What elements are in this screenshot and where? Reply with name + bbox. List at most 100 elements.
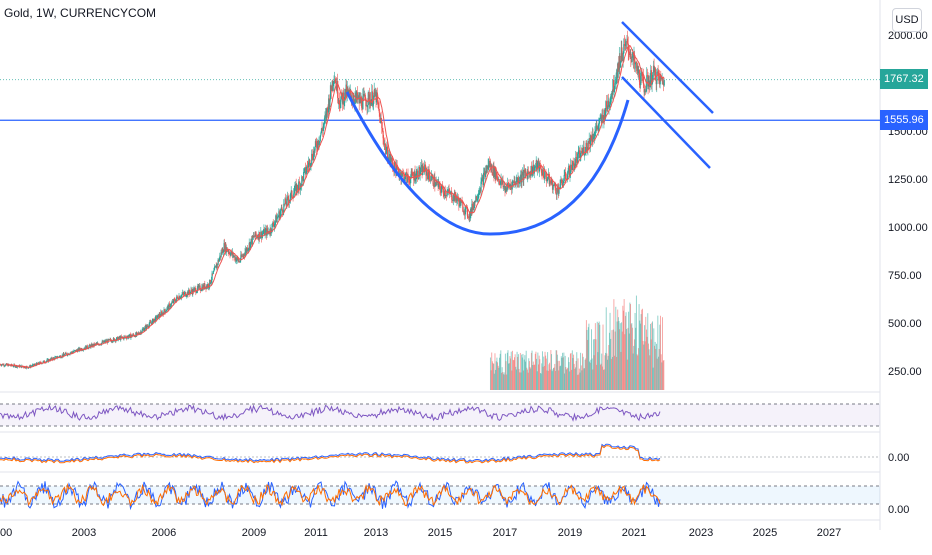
candle-body bbox=[512, 181, 514, 183]
volume-bar bbox=[490, 370, 492, 390]
volume-bar bbox=[543, 365, 545, 390]
candle-body bbox=[174, 299, 176, 302]
candle-body bbox=[179, 295, 181, 299]
candle-body bbox=[588, 141, 590, 144]
candle-body bbox=[623, 44, 625, 54]
candle-body bbox=[272, 222, 274, 226]
channel-upper-line[interactable] bbox=[621, 21, 714, 114]
candle-body bbox=[480, 181, 482, 192]
candle-body bbox=[558, 187, 560, 194]
volume-bar bbox=[607, 355, 609, 390]
candle-body bbox=[535, 166, 537, 168]
candle-body bbox=[575, 156, 578, 158]
volume-bar bbox=[532, 365, 534, 390]
candle-body bbox=[283, 203, 286, 205]
volume-bar bbox=[561, 357, 563, 390]
candle-body bbox=[538, 162, 541, 172]
volume-bar bbox=[553, 367, 554, 390]
volume-bar bbox=[501, 372, 502, 390]
candle-body bbox=[509, 184, 511, 187]
volume-bar bbox=[597, 352, 599, 390]
candle-body bbox=[10, 365, 12, 367]
candle-body bbox=[613, 80, 615, 92]
candle-body bbox=[598, 118, 601, 124]
candle-body bbox=[529, 172, 532, 177]
candle-body bbox=[361, 98, 363, 108]
candle-body bbox=[571, 169, 573, 171]
candle-body bbox=[171, 302, 173, 304]
time-tick-label: 2003 bbox=[72, 527, 96, 539]
candle-body bbox=[135, 332, 137, 337]
time-tick-label: 2000 bbox=[0, 527, 12, 539]
candle-body bbox=[455, 192, 457, 198]
volume-bar bbox=[557, 360, 559, 390]
volume-bar bbox=[614, 355, 615, 390]
candle-body bbox=[644, 90, 646, 93]
candle-body bbox=[557, 187, 559, 189]
volume-bar bbox=[497, 365, 499, 390]
candle-body bbox=[559, 179, 561, 189]
candle-body bbox=[494, 166, 496, 178]
candle-body bbox=[625, 41, 628, 43]
candle-body bbox=[609, 104, 611, 106]
candle-body bbox=[531, 166, 533, 175]
candle-body bbox=[120, 336, 123, 338]
candle-body bbox=[255, 235, 258, 237]
volume-bar bbox=[624, 315, 626, 390]
candle-body bbox=[306, 166, 308, 172]
candle-body bbox=[574, 164, 576, 166]
candle-body bbox=[193, 288, 195, 293]
candle-body bbox=[475, 196, 478, 201]
candle-body bbox=[368, 92, 370, 95]
volume-bar bbox=[554, 363, 556, 390]
volume-bar bbox=[652, 321, 653, 390]
candle-body bbox=[425, 167, 427, 176]
volume-bar bbox=[648, 349, 650, 390]
candle-body bbox=[593, 136, 596, 138]
candle-body bbox=[56, 356, 58, 359]
candle-body bbox=[629, 51, 631, 56]
candle-body bbox=[459, 198, 461, 206]
candle-body bbox=[539, 162, 541, 168]
candle-body bbox=[458, 200, 460, 207]
candle-body bbox=[553, 184, 555, 186]
candle-body bbox=[573, 164, 576, 170]
currency-button[interactable]: USD bbox=[892, 8, 922, 32]
candle-body bbox=[254, 236, 256, 238]
moving-average-line bbox=[5, 45, 665, 368]
time-axis-ticks[interactable]: 2000 2003 2006 2009 2011 2013 2015 2017 2019 2021… bbox=[0, 527, 841, 539]
candle-body bbox=[499, 181, 502, 185]
candle-body bbox=[326, 107, 328, 118]
candle-body bbox=[473, 201, 476, 208]
candle-body bbox=[240, 254, 242, 261]
candle-body bbox=[308, 162, 310, 168]
cup-pattern-curve[interactable] bbox=[345, 91, 630, 236]
volume-bar bbox=[639, 320, 641, 390]
candle-body bbox=[121, 336, 124, 338]
candle-body bbox=[441, 185, 443, 190]
volume-bar bbox=[534, 364, 536, 390]
candle-body bbox=[289, 198, 291, 201]
volume-bar bbox=[636, 354, 638, 390]
candle-body bbox=[133, 334, 135, 336]
volume-bar bbox=[515, 369, 517, 390]
candle-body bbox=[372, 103, 374, 106]
candle-body bbox=[253, 235, 255, 237]
candle-body bbox=[265, 228, 267, 231]
candle-body bbox=[272, 222, 274, 224]
candle-body bbox=[582, 148, 584, 154]
volume-bar bbox=[560, 356, 562, 390]
candle-body bbox=[494, 166, 496, 180]
candle-body bbox=[462, 211, 465, 213]
candle-body bbox=[517, 177, 519, 183]
candle-body bbox=[31, 364, 34, 367]
candle-body bbox=[428, 169, 430, 176]
time-tick-label: 2006 bbox=[152, 527, 176, 539]
volume-bar bbox=[498, 367, 500, 390]
volume-bar bbox=[514, 357, 515, 390]
candle-body bbox=[311, 153, 313, 163]
volume-bar bbox=[573, 354, 575, 390]
channel-lower-line[interactable] bbox=[621, 76, 711, 169]
